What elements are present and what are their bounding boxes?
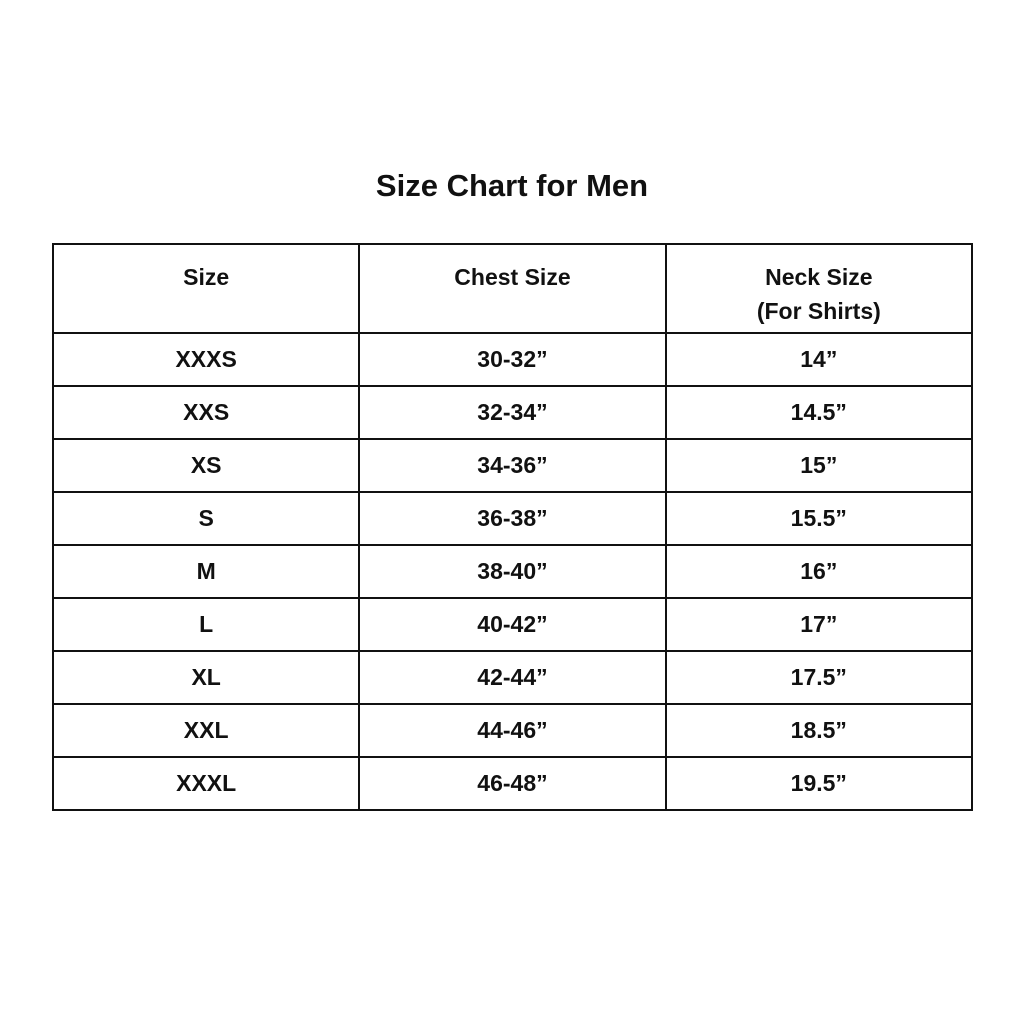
neck-cell: 15”	[664, 438, 974, 493]
neck-cell: 14.5”	[664, 385, 974, 440]
chest-cell: 32-34”	[358, 385, 667, 440]
table-row: L 40-42” 17”	[51, 597, 974, 652]
neck-cell: 18.5”	[664, 703, 974, 758]
size-cell: XS	[51, 438, 361, 493]
chest-cell: 42-44”	[358, 650, 667, 705]
size-cell: XL	[51, 650, 361, 705]
table-row: XXXS 30-32” 14”	[51, 332, 974, 387]
header-neck-sublabel: (For Shirts)	[756, 298, 881, 324]
neck-cell: 17”	[664, 597, 974, 652]
size-cell: M	[51, 544, 361, 599]
chest-cell: 40-42”	[358, 597, 667, 652]
size-cell: XXXL	[51, 756, 361, 811]
table-row: M 38-40” 16”	[51, 544, 974, 599]
header-size: Size	[51, 243, 361, 334]
table-row: XXS 32-34” 14.5”	[51, 385, 974, 440]
size-cell: L	[51, 597, 361, 652]
size-cell: S	[51, 491, 361, 546]
header-neck-size: Neck Size (For Shirts)	[664, 243, 974, 334]
size-table: Size Chest Size Neck Size (For Shirts) X…	[51, 243, 974, 811]
chest-cell: 34-36”	[358, 438, 667, 493]
chest-cell: 44-46”	[358, 703, 667, 758]
neck-cell: 17.5”	[664, 650, 974, 705]
page-title: Size Chart for Men	[375, 168, 649, 203]
size-cell: XXS	[51, 385, 361, 440]
chest-cell: 38-40”	[358, 544, 667, 599]
header-row: Size Chest Size Neck Size (For Shirts)	[51, 243, 974, 334]
neck-cell: 14”	[664, 332, 974, 387]
size-cell: XXXS	[51, 332, 361, 387]
neck-cell: 19.5”	[664, 756, 974, 811]
neck-cell: 16”	[664, 544, 974, 599]
chest-cell: 46-48”	[358, 756, 667, 811]
table-row: S 36-38” 15.5”	[51, 491, 974, 546]
header-chest-size: Chest Size	[358, 243, 667, 334]
table-row: XS 34-36” 15”	[51, 438, 974, 493]
neck-cell: 15.5”	[664, 491, 974, 546]
table-row: XXXL 46-48” 19.5”	[51, 756, 974, 811]
chest-cell: 30-32”	[358, 332, 667, 387]
size-cell: XXL	[51, 703, 361, 758]
chest-cell: 36-38”	[358, 491, 667, 546]
table-row: XL 42-44” 17.5”	[51, 650, 974, 705]
header-neck-label: Neck Size	[765, 264, 873, 290]
table-row: XXL 44-46” 18.5”	[51, 703, 974, 758]
